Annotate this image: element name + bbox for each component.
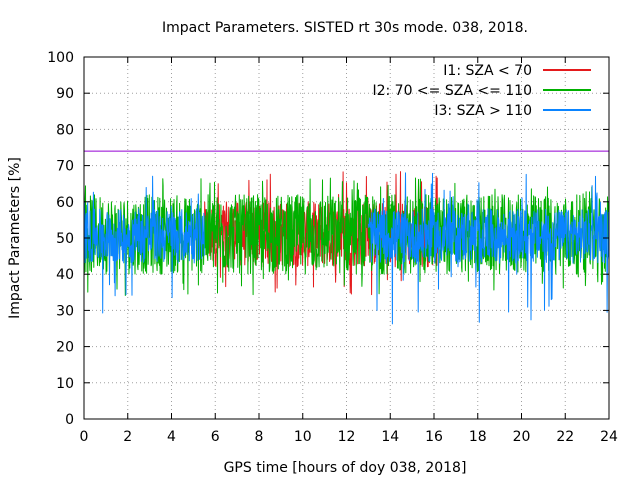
legend: I1: SZA < 70 I2: 70 <= SZA <= 110 I3: SZA … bbox=[372, 63, 591, 119]
x-tick-label: 10 bbox=[294, 429, 312, 445]
y-tick-label: 10 bbox=[56, 376, 74, 392]
x-tick-label: 4 bbox=[167, 429, 176, 445]
x-tick-label: 0 bbox=[80, 429, 89, 445]
x-tick-label: 18 bbox=[469, 429, 487, 445]
legend-label-1: I1: SZA < 70 bbox=[443, 63, 532, 79]
legend-label-2: I2: 70 <= SZA <= 110 bbox=[372, 83, 532, 99]
legend-label-3: I3: SZA > 110 bbox=[434, 103, 532, 119]
x-tick-label: 2 bbox=[123, 429, 132, 445]
y-tick-label: 40 bbox=[56, 267, 74, 283]
x-tick-label: 20 bbox=[513, 429, 531, 445]
y-tick-label: 70 bbox=[56, 159, 74, 175]
y-tick-label: 20 bbox=[56, 340, 74, 356]
series-line-3 bbox=[83, 172, 610, 325]
x-tick-label: 22 bbox=[556, 429, 574, 445]
y-tick-label: 30 bbox=[56, 303, 74, 319]
y-tick-label: 0 bbox=[65, 412, 74, 428]
x-tick-label: 12 bbox=[338, 429, 356, 445]
series-layer bbox=[83, 171, 610, 325]
y-tick-label: 80 bbox=[56, 122, 74, 138]
x-tick-label: 16 bbox=[425, 429, 443, 445]
y-tick-label: 50 bbox=[56, 231, 74, 247]
chart-title: Impact Parameters. SISTED rt 30s mode. 0… bbox=[162, 20, 528, 36]
x-tick-label: 6 bbox=[211, 429, 220, 445]
x-axis-label: GPS time [hours of doy 038, 2018] bbox=[224, 460, 467, 476]
axis-ticks: 0 2 4 6 8 10 12 14 16 18 20 22 240102030405060708090… bbox=[47, 50, 618, 445]
y-tick-label: 100 bbox=[47, 50, 74, 66]
x-tick-label: 24 bbox=[600, 429, 618, 445]
x-tick-label: 8 bbox=[255, 429, 264, 445]
x-tick-label: 14 bbox=[381, 429, 399, 445]
y-tick-label: 90 bbox=[56, 86, 74, 102]
y-axis-label: Impact Parameters [%] bbox=[7, 157, 23, 319]
y-tick-label: 60 bbox=[56, 195, 74, 211]
